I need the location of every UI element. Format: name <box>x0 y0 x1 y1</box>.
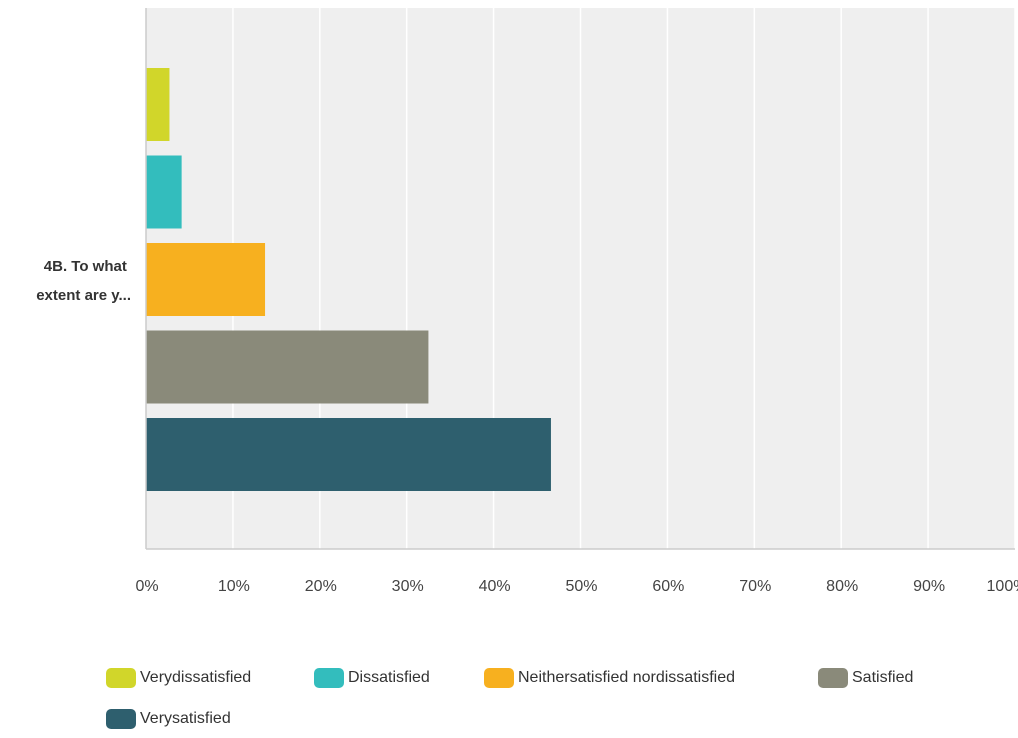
category-label-line-2: extent are y... <box>36 287 131 304</box>
x-tick-labels: 0% 10% 20% 30% 40% 50% 60% 70% 80% 90% 100% <box>135 578 1018 595</box>
bar-verydissatisfied <box>146 68 170 141</box>
bar-neithersatisfied-nordissatisfied <box>146 243 266 316</box>
legend-item: Verysatisfied <box>106 709 231 729</box>
legend-label: Verydissatisfied <box>140 669 252 686</box>
bar-dissatisfied <box>146 155 182 229</box>
bars <box>146 68 551 491</box>
legend-label: Satisfied <box>852 669 914 686</box>
legend-swatch <box>314 668 344 688</box>
legend-swatch <box>106 668 136 688</box>
bar-satisfied <box>146 330 429 404</box>
legend-label: Neithersatisfied nordissatisfied <box>518 669 735 686</box>
legend-swatch <box>818 668 848 688</box>
bar-verysatisfied <box>146 418 551 491</box>
x-tick-label: 0% <box>135 578 158 595</box>
x-tick-label: 20% <box>305 578 337 595</box>
category-label: 4B. To what extent are y... <box>36 258 131 304</box>
x-tick-label: 70% <box>739 578 771 595</box>
x-tick-label: 30% <box>392 578 424 595</box>
x-tick-label: 40% <box>479 578 511 595</box>
legend-label: Verysatisfied <box>140 710 231 727</box>
x-tick-label: 90% <box>913 578 945 595</box>
x-tick-label: 10% <box>218 578 250 595</box>
x-tick-label: 100% <box>987 578 1018 595</box>
legend-swatch <box>484 668 514 688</box>
x-tick-label: 60% <box>652 578 684 595</box>
bar-chart: 0% 10% 20% 30% 40% 50% 60% 70% 80% 90% 100% 4B. To… <box>36 8 1018 595</box>
x-tick-label: 80% <box>826 578 858 595</box>
legend-item: Neithersatisfied nordissatisfied <box>484 668 735 688</box>
legend-label: Dissatisfied <box>348 669 430 686</box>
category-label-line-1: 4B. To what <box>44 258 127 275</box>
legend-swatch <box>106 709 136 729</box>
legend-item: Verydissatisfied <box>106 668 251 688</box>
legend-item: Satisfied <box>818 668 913 688</box>
legend-item: Dissatisfied <box>314 668 430 688</box>
gridlines <box>232 8 1016 549</box>
x-tick-label: 50% <box>565 578 597 595</box>
